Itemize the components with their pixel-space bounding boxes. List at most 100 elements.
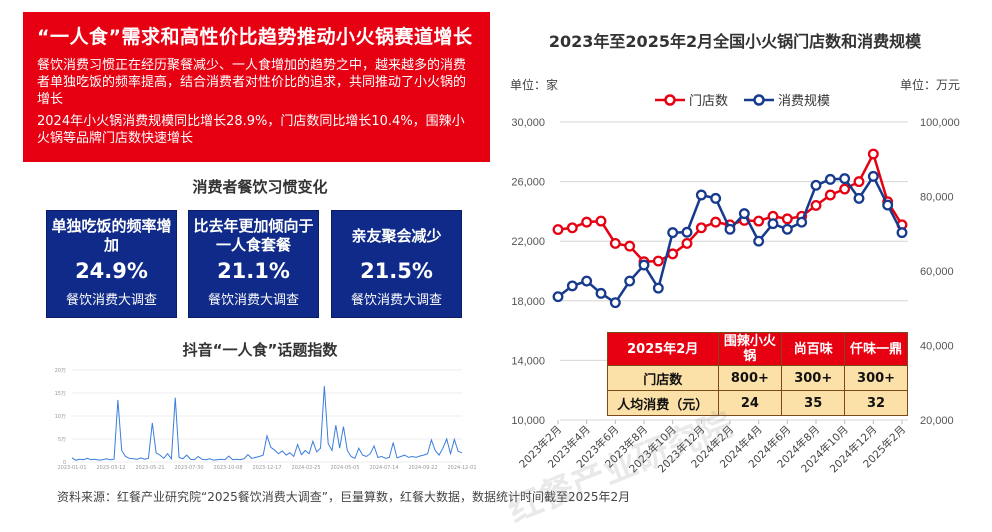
table-header-row: 2025年2月 围辣小火锅 尚百味 仟味一鼎	[607, 332, 908, 366]
x-axis-tick-label: 2023年2月	[516, 423, 564, 471]
data-point	[695, 222, 707, 234]
x-axis-tick-label: 2023年12月	[655, 423, 707, 475]
right-axis-unit: 单位：万元	[900, 78, 961, 92]
data-point	[652, 255, 664, 267]
data-point	[767, 218, 779, 230]
x-axis-tick-label: 2024年4月	[717, 423, 765, 471]
data-point	[595, 287, 607, 299]
headline: “一人食”需求和高性价比趋势推动小火锅赛道增长	[37, 26, 473, 48]
habit-card: 单独吃饭的频率增加 24.9% 餐饮消费大调查	[46, 210, 177, 318]
brand-table: 2025年2月 围辣小火锅 尚百味 仟味一鼎 门店数 800+ 300+ 300…	[607, 332, 908, 416]
data-point	[753, 215, 765, 227]
mini-x-tick: 2023-10-08	[213, 465, 242, 471]
habit-label: 亲友聚会减少	[351, 226, 442, 245]
data-point	[781, 223, 793, 235]
left-axis-tick: 22,000	[511, 236, 545, 248]
data-point	[581, 216, 593, 228]
data-point	[882, 199, 894, 211]
mini-x-tick: 2023-05-21	[135, 465, 164, 471]
right-axis-tick: 20,000	[920, 415, 954, 427]
data-point	[724, 219, 736, 231]
data-point	[595, 215, 607, 227]
mini-y-tick: 5万	[58, 437, 66, 443]
mini-x-tick: 2023-07-30	[174, 465, 203, 471]
data-point	[767, 210, 779, 222]
data-point	[566, 280, 578, 292]
data-point	[552, 224, 564, 236]
table-header-cell: 尚百味	[781, 332, 846, 366]
data-point	[781, 213, 793, 225]
mini-x-tick: 2024-09-22	[408, 465, 437, 471]
summary-paragraph-1: 餐饮消费习惯正在经历聚餐减少、一人食增加的趋势之中，越来越多的消费者单独吃饭的频…	[37, 58, 467, 107]
habit-source: 餐饮消费大调查	[65, 293, 157, 308]
series-line-right	[557, 173, 904, 305]
habit-label: 单独吃饭的频率增加	[51, 217, 172, 254]
data-point	[824, 189, 836, 201]
x-axis-tick-label: 2025年2月	[860, 423, 908, 471]
mini-y-tick: 15万	[55, 391, 66, 397]
legend-item-spend: 消费规模	[744, 90, 830, 109]
mini-x-tick: 2023-12-17	[252, 465, 281, 471]
mini-x-tick: 2024-12-01	[447, 465, 476, 471]
x-axis-tick-label: 2023年6月	[574, 423, 622, 471]
right-axis-tick: 40,000	[920, 341, 954, 353]
mini-y-tick: 20万	[55, 368, 66, 374]
data-point	[796, 216, 808, 228]
douyin-chart-title: 抖音“一人食”话题指数	[182, 341, 338, 359]
table-cell: 300+	[844, 365, 908, 391]
data-point	[638, 256, 650, 268]
table-cell: 800+	[717, 365, 783, 391]
table-header-cell: 2025年2月	[607, 332, 719, 366]
mini-x-tick: 2024-07-14	[369, 465, 398, 471]
data-point	[552, 291, 564, 303]
x-axis-tick-label: 2023年4月	[545, 423, 593, 471]
habits-title: 消费者餐饮习惯变化	[192, 178, 328, 196]
data-point	[638, 259, 650, 271]
x-axis-tick-label: 2024年2月	[688, 423, 736, 471]
watermark: 红餐产业研究院	[502, 404, 739, 531]
data-point	[624, 275, 636, 287]
habit-source: 餐饮消费大调查	[207, 293, 299, 308]
table-row: 门店数 800+ 300+ 300+	[607, 365, 908, 391]
legend-label: 消费规模	[778, 94, 831, 109]
data-point	[724, 223, 736, 235]
table-cell: 人均消费（元）	[607, 390, 719, 416]
data-point	[824, 173, 836, 185]
mini-series-line	[71, 386, 463, 461]
mini-x-tick: 2024-02-25	[291, 465, 320, 471]
data-point	[667, 248, 679, 260]
left-axis-unit: 单位：家	[510, 78, 559, 92]
left-axis-tick: 30,000	[511, 117, 545, 129]
summary-paragraph-2: 2024年小火锅消费规模同比增长28.9%，门店数同比增长10.4%，围辣小火锅…	[37, 114, 465, 146]
data-point	[896, 227, 908, 239]
data-point	[738, 208, 750, 220]
data-point	[624, 240, 636, 252]
table-cell: 35	[781, 390, 846, 416]
data-point	[896, 219, 908, 231]
data-point	[667, 227, 679, 239]
data-point	[796, 210, 808, 222]
data-point	[839, 183, 851, 195]
x-axis-tick-label: 2023年10月	[626, 423, 678, 475]
habit-value: 21.1%	[217, 259, 290, 283]
data-point	[853, 192, 865, 204]
mini-y-tick: 0	[63, 460, 66, 466]
data-point	[710, 216, 722, 228]
habit-label: 比去年更加倾向于一人食套餐	[193, 217, 314, 254]
data-point	[681, 226, 693, 238]
data-point	[810, 199, 822, 211]
table-cell: 300+	[781, 365, 846, 391]
table-row: 人均消费（元） 24 35 32	[607, 390, 908, 416]
data-point	[581, 275, 593, 287]
legend-marker-blue-icon	[744, 93, 775, 106]
left-axis-tick: 10,000	[511, 415, 545, 427]
habit-value: 21.5%	[360, 259, 433, 283]
habit-card: 比去年更加倾向于一人食套餐 21.1% 餐饮消费大调查	[188, 210, 319, 318]
mini-x-tick: 2024-05-05	[330, 465, 359, 471]
mini-x-tick: 2023-01-01	[57, 465, 86, 471]
left-axis-tick: 18,000	[511, 296, 545, 308]
summary-box: “一人食”需求和高性价比趋势推动小火锅赛道增长 餐饮消费习惯正在经历聚餐减少、一…	[23, 12, 490, 162]
data-point	[710, 192, 722, 204]
table-cell: 32	[844, 390, 908, 416]
mini-y-tick: 10万	[55, 414, 66, 420]
